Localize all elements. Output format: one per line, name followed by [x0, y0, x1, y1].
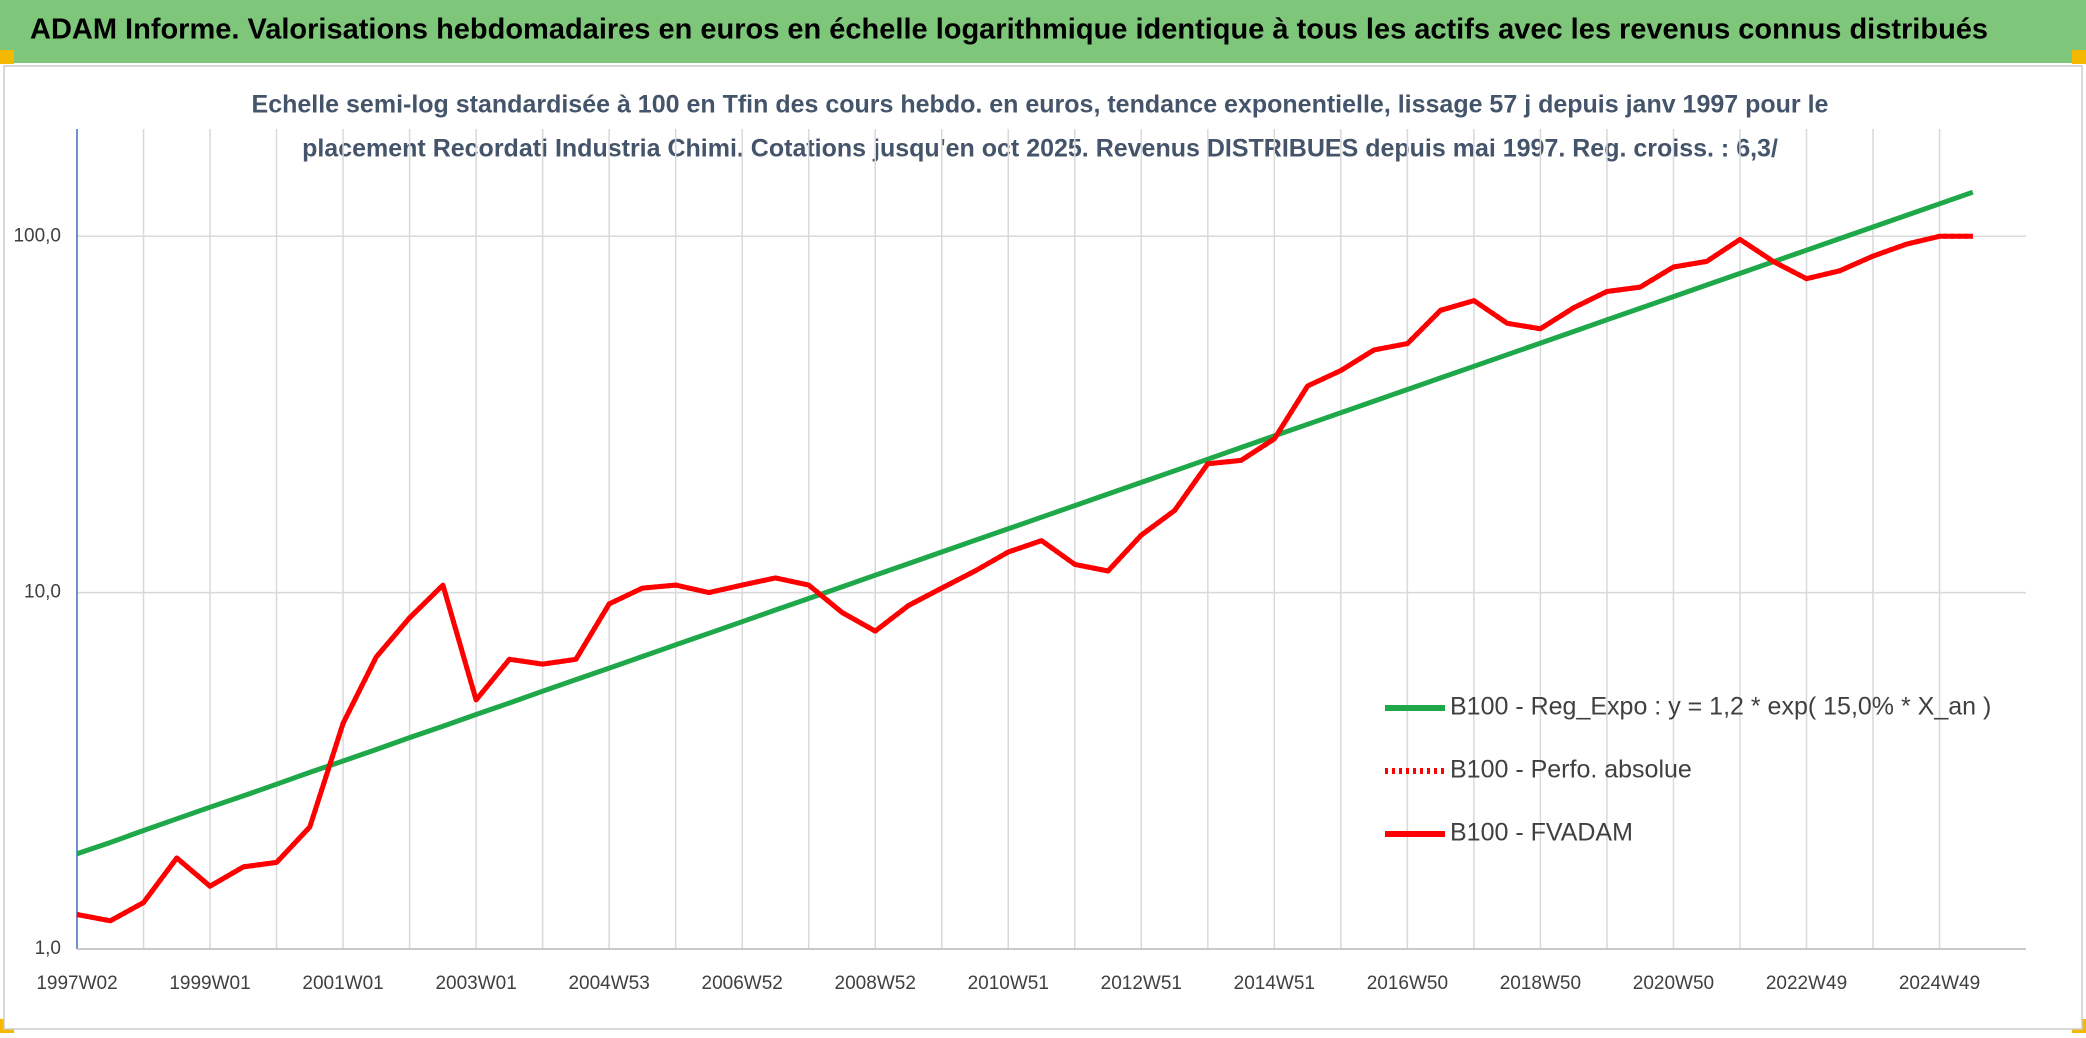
- y-tick-label: 10,0: [24, 582, 61, 603]
- y-tick-label: 1,0: [35, 938, 61, 959]
- x-tick-label: 2016W50: [1367, 973, 1448, 994]
- series-line: [76, 189, 1974, 857]
- x-tick-label: 2008W52: [835, 973, 916, 994]
- legend-label: B100 - FVADAM: [1450, 819, 1633, 847]
- x-tick-label: 2018W50: [1500, 973, 1581, 994]
- x-tick-label: 2024W49: [1899, 973, 1980, 994]
- series-line: [76, 233, 1973, 924]
- legend-label: B100 - Reg_Expo : y = 1,2 * exp( 15,0% *…: [1450, 693, 1991, 721]
- x-tick-label: 2001W01: [302, 973, 383, 994]
- subtitle: placement Recordati Industria Chimi. Cot…: [302, 135, 1778, 163]
- corner: [2072, 50, 2086, 64]
- x-tick-label: 2010W51: [968, 973, 1049, 994]
- x-tick-label: 2022W49: [1766, 973, 1847, 994]
- x-tick-label: 1999W01: [169, 973, 250, 994]
- x-tick-label: 2004W53: [568, 973, 649, 994]
- subtitle: Echelle semi-log standardisée à 100 en T…: [252, 91, 1829, 119]
- y-tick-label: 100,0: [13, 225, 61, 246]
- x-tick-label: 2020W50: [1633, 973, 1714, 994]
- legend-label: B100 - Perfo. absolue: [1450, 756, 1692, 784]
- corner: [0, 50, 14, 64]
- x-tick-label: 2006W52: [702, 973, 783, 994]
- x-tick-label: 1997W02: [36, 973, 117, 994]
- chart-title: ADAM Informe. Valorisations hebdomadaire…: [30, 14, 1988, 46]
- x-tick-label: 2012W51: [1101, 973, 1182, 994]
- x-tick-label: 2003W01: [435, 973, 516, 994]
- x-tick-label: 2014W51: [1234, 973, 1315, 994]
- title-bar: [0, 0, 2086, 63]
- plot-frame: [3, 65, 2083, 1030]
